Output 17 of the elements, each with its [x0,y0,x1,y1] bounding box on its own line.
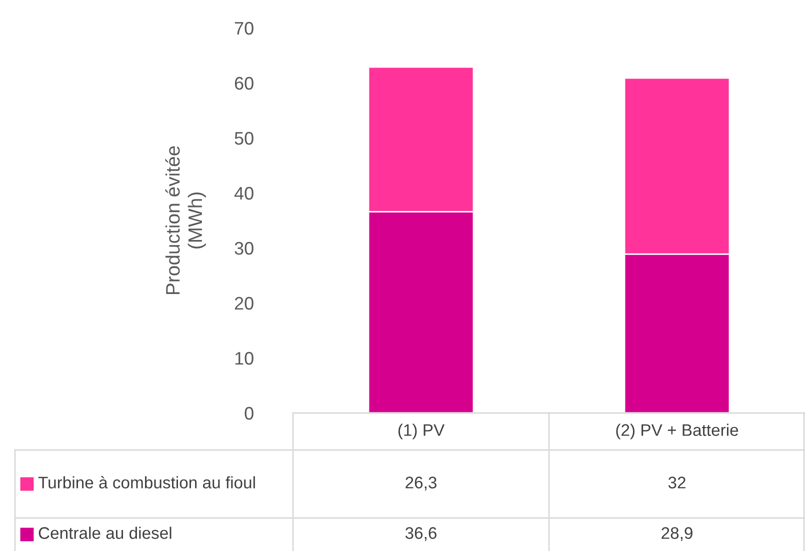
y-tick-label: 70 [234,22,254,35]
y-tick-label: 10 [235,352,254,365]
data-label: 28,9 [662,527,692,541]
y-tick-label: 50 [234,132,254,145]
y-axis-title: Production évitée (MWh) [165,146,206,294]
legend-label: Turbine à combustion au fioul [38,476,255,488]
y-tick-label: 0 [244,406,254,420]
data-label: 26,3 [406,476,436,490]
y-tick-label: 30 [234,242,254,255]
y-tick-label: 40 [234,186,254,200]
y-tick-label: 20 [234,296,254,310]
x-tick-label: (2) PV + Batterie [616,424,738,440]
x-tick-label: (1) PV [398,424,445,440]
data-label: 36,6 [405,527,436,541]
legend-label: Centrale au diesel [38,526,172,539]
y-tick-label: 60 [234,76,254,90]
data-label: 32 [668,476,686,488]
